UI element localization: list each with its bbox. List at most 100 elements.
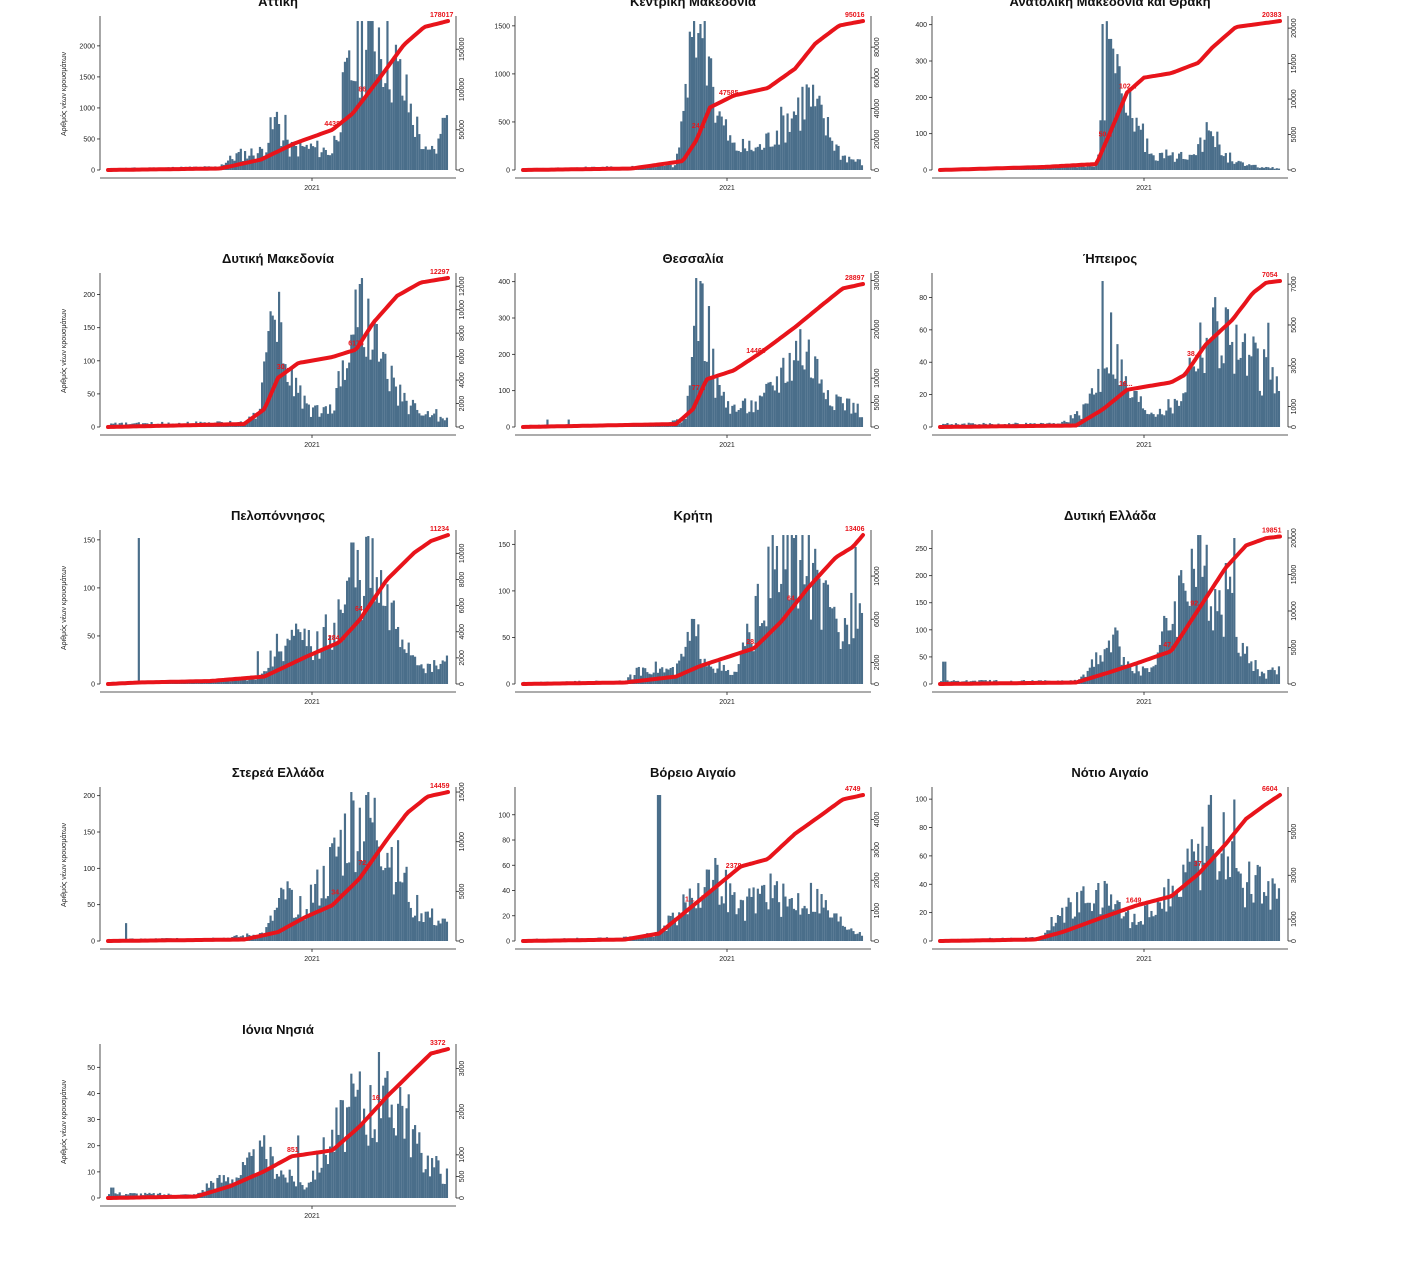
bar [1137, 671, 1140, 684]
bar [807, 339, 810, 427]
bar [735, 150, 738, 170]
bar [318, 905, 321, 941]
bar [801, 908, 804, 941]
bar [744, 920, 747, 941]
bar [1056, 166, 1060, 170]
bar [420, 1152, 423, 1198]
bar [733, 404, 736, 427]
right-tick-label: 10000 [1291, 601, 1298, 621]
bar [297, 392, 300, 427]
bar [1124, 112, 1128, 170]
bar [1122, 656, 1125, 684]
bar [1152, 414, 1155, 427]
bar [437, 138, 440, 170]
chart-panel: Κρήτη 28... 64... 13406 0 50 100 150 0 2000 6000 10… [493, 508, 903, 764]
chart-panel: Αττική 4438 86... 178017 0 500 1000 1500 2000 0 50… [60, 0, 488, 250]
left-tick-label: 100 [498, 588, 510, 595]
bar [343, 813, 347, 941]
bar [652, 936, 655, 941]
bar [320, 898, 323, 941]
bar [786, 381, 789, 427]
bar [380, 570, 383, 684]
bar [942, 661, 945, 684]
bar [831, 917, 834, 941]
bar [1273, 883, 1276, 941]
bar [805, 84, 808, 170]
bar [797, 608, 800, 684]
bar [1052, 166, 1055, 170]
bar [354, 1096, 357, 1198]
left-tick-label: 150 [498, 542, 510, 549]
chart-title: Κεντρική Μακεδονία [630, 0, 756, 9]
bar [301, 640, 304, 684]
bar [341, 1100, 344, 1198]
right-tick-label: 4000 [874, 812, 881, 828]
bar [284, 1177, 287, 1198]
bar [358, 1071, 361, 1198]
bar [407, 642, 410, 684]
bar [854, 412, 857, 427]
bar [437, 1160, 440, 1198]
bar [1203, 862, 1206, 941]
bar [256, 936, 259, 941]
bar [788, 131, 791, 170]
bar [386, 21, 389, 171]
bar [329, 635, 332, 684]
bar [414, 403, 417, 427]
bar [254, 1173, 257, 1198]
bar [654, 661, 657, 684]
bar [403, 392, 406, 427]
cumulative-line [521, 533, 865, 686]
bar [850, 928, 853, 941]
bar [343, 604, 347, 684]
bar [331, 1129, 334, 1198]
bar [693, 21, 696, 171]
bar [284, 899, 287, 941]
bar [273, 1178, 276, 1198]
bar [739, 152, 742, 170]
bar [1169, 407, 1172, 427]
left-tick-label: 150 [83, 537, 95, 544]
bar [278, 1176, 281, 1198]
bar [403, 872, 406, 941]
right-tick-label: 2000 [459, 650, 466, 666]
left-tick-label: 0 [506, 682, 510, 689]
bar [305, 144, 308, 170]
bar [382, 1085, 385, 1198]
bar [1171, 152, 1174, 170]
bar [697, 341, 700, 427]
left-tick-label: 400 [915, 22, 927, 29]
left-tick-label: 50 [502, 635, 510, 642]
bar [778, 144, 781, 170]
bar [309, 416, 313, 427]
cumulative-data-label: 37... [1194, 861, 1208, 868]
cumulative-line [106, 1047, 450, 1200]
bar [360, 1121, 364, 1198]
bar [729, 413, 732, 427]
bar [686, 97, 689, 170]
bar [1226, 856, 1230, 941]
bar [1118, 902, 1121, 941]
bar [761, 396, 764, 427]
bar [1124, 665, 1128, 684]
bar [763, 147, 766, 170]
bar [428, 417, 432, 427]
bar [1258, 866, 1261, 941]
bar [1265, 895, 1268, 941]
chart-svg: Βόρειο Αιγαίο1...23784749020406080100010… [498, 765, 881, 963]
bar [388, 391, 391, 427]
right-tick-label: 20000 [874, 319, 881, 339]
bar [661, 929, 664, 941]
bar [399, 1087, 402, 1198]
bar [786, 906, 789, 941]
bar [792, 908, 796, 941]
bar [229, 681, 232, 684]
bar [1273, 168, 1276, 170]
bar [271, 315, 274, 427]
bar [252, 1149, 255, 1198]
bar [388, 630, 391, 684]
bar [858, 417, 861, 427]
bar [712, 879, 715, 941]
right-tick-label: 1000 [1291, 399, 1298, 415]
